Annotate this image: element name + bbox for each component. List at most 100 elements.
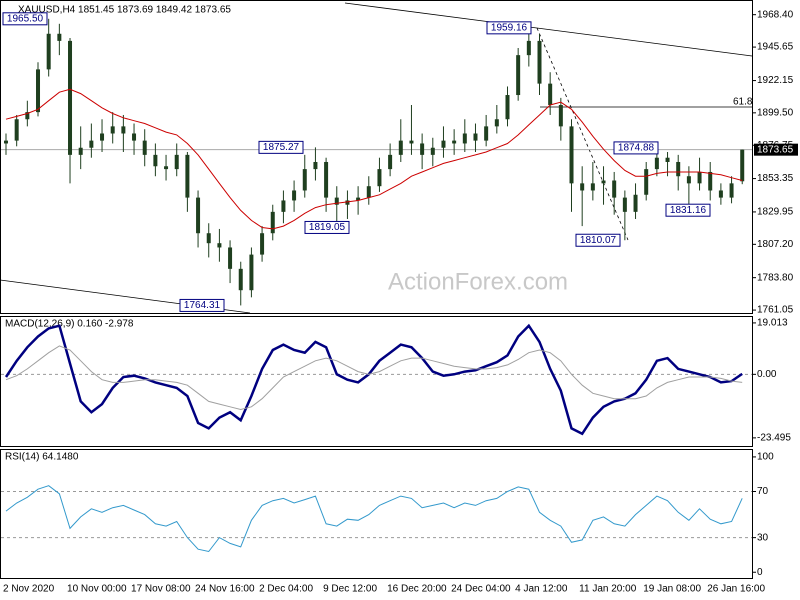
trend-line [536, 27, 629, 241]
indicator-line [4, 323, 743, 436]
candle-body [612, 180, 617, 198]
x-tick-label: 17 Nov 08:00 [131, 584, 191, 595]
indicator-line [5, 345, 743, 411]
annotation-label: 1810.07 [580, 235, 617, 246]
rsi-title: RSI(14) 64.1480 [5, 452, 79, 463]
annotation-box [258, 140, 304, 154]
candle-body [708, 171, 713, 191]
candle-body [110, 126, 115, 134]
fib-label: 61.8 [733, 97, 753, 108]
candle-body [729, 183, 734, 198]
annotation-box [575, 233, 621, 247]
x-tick-label: 11 Jan 20:00 [579, 584, 637, 595]
candle-body [740, 149, 745, 182]
candle-body [238, 268, 243, 291]
annotation-box [613, 141, 659, 155]
chart-title: XAUUSD,H4 1851.45 1873.69 1849.42 1873.6… [18, 5, 231, 16]
candle-body [569, 126, 574, 184]
y-tick-label: 1922.15 [757, 75, 794, 86]
macd-title: MACD(12,26,9) 0.160 -2.978 [5, 319, 134, 330]
y-tick-label: 1899.50 [757, 107, 794, 118]
candle-body [78, 147, 83, 155]
y-tick-label: 1783.80 [757, 272, 794, 283]
y-tick-label: 1853.35 [757, 173, 794, 184]
candle-body [516, 55, 521, 96]
candle-body [334, 197, 339, 205]
candle-body [206, 233, 211, 244]
candle-body [644, 169, 649, 195]
y-tick-label: 70 [757, 486, 769, 497]
candle-body [185, 154, 190, 198]
candle-body [697, 171, 702, 184]
candle-body [718, 190, 723, 198]
x-tick-label: 19 Jan 08:00 [643, 584, 701, 595]
y-tick-label: 0.00 [757, 369, 777, 380]
candle-body [558, 105, 563, 127]
candle-body [196, 197, 201, 234]
y-tick-label: 30 [757, 532, 769, 543]
y-tick-label: 1829.95 [757, 207, 794, 218]
x-tick-label: 9 Dec 12:00 [323, 584, 377, 595]
candle-body [4, 140, 8, 144]
candle-body [654, 157, 659, 170]
candle-body [484, 126, 489, 141]
candle-body [153, 154, 158, 167]
candle-body [366, 186, 371, 198]
candle-body [249, 254, 254, 291]
candle-body [398, 140, 403, 155]
annotation-label: 1764.31 [184, 300, 221, 311]
y-tick-label: 1761.05 [757, 305, 794, 316]
candle-body [324, 161, 329, 198]
candle-body [505, 95, 510, 120]
x-tick-label: 2 Nov 2020 [3, 584, 55, 595]
candle-body [228, 247, 233, 269]
y-tick-label: -23.495 [757, 433, 791, 444]
candle-body [345, 200, 350, 205]
y-tick-label: 0 [757, 567, 763, 578]
x-tick-label: 24 Nov 16:00 [195, 584, 255, 595]
candle-body [686, 176, 691, 184]
price-tag [754, 143, 798, 156]
candle-body [409, 140, 414, 144]
candle-body [302, 169, 307, 191]
annotation-label: 1959.16 [491, 22, 528, 33]
annotation-label: 1819.05 [309, 222, 346, 233]
annotation-box [304, 220, 350, 234]
candle-body [377, 169, 382, 187]
indicator-line [5, 485, 743, 553]
candle-body [548, 83, 553, 105]
x-tick-label: 24 Dec 04:00 [451, 584, 511, 595]
x-tick-label: 10 Nov 00:00 [67, 584, 127, 595]
candle-body [292, 190, 297, 201]
annotation-label: 1874.88 [618, 143, 655, 154]
candle-body [441, 140, 446, 148]
candle-body [580, 183, 585, 191]
annotation-label: 1965.50 [7, 13, 44, 24]
candle-body [313, 161, 318, 170]
candle-body [25, 112, 30, 120]
candle-body [590, 183, 595, 191]
y-tick-label: 1807.20 [757, 239, 794, 250]
candle-body [633, 194, 638, 212]
candle-body [217, 243, 222, 248]
x-tick-label: 16 Dec 20:00 [387, 584, 447, 595]
macd-panel [0, 316, 753, 447]
price-panel [0, 0, 753, 314]
candle-body [68, 40, 73, 155]
candle-body [665, 157, 670, 162]
candle-body [270, 211, 275, 234]
candle-body [473, 133, 478, 141]
candle-body [452, 140, 457, 144]
trend-line [344, 2, 753, 57]
annotation-box [179, 298, 225, 312]
candle-body [494, 119, 499, 127]
y-tick-label: 1968.40 [757, 9, 794, 20]
watermark: ActionForex.com [388, 268, 568, 295]
candle-body [100, 133, 105, 141]
annotation-box [665, 203, 711, 217]
x-tick-label: 4 Jan 12:00 [515, 584, 568, 595]
candle-body [164, 166, 169, 170]
candle-body [622, 197, 627, 212]
annotation-label: 1875.27 [263, 142, 300, 153]
